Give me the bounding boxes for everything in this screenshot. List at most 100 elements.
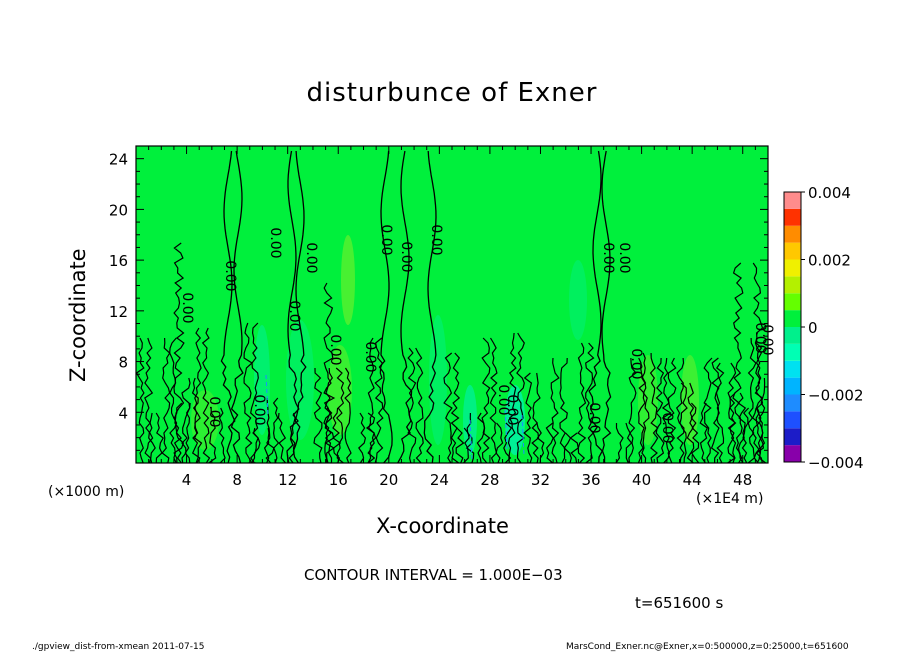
contour-line xyxy=(715,362,725,463)
contour-line xyxy=(272,397,280,463)
contour-line xyxy=(489,337,498,463)
y-axis: 4 8 12 16 20 24 xyxy=(109,151,768,451)
colorbar-swatch xyxy=(784,394,801,412)
contour-label: 0.00 xyxy=(303,242,319,273)
x-tick-label: 48 xyxy=(733,471,752,489)
colorbar-swatch xyxy=(784,428,801,446)
contour-line xyxy=(250,322,259,463)
contour-label: 0.00 xyxy=(206,396,222,427)
contour-line xyxy=(615,423,624,463)
contour-line xyxy=(136,337,145,463)
contour-line xyxy=(675,357,685,463)
contour-line xyxy=(758,377,767,463)
colorbar-label: −0.002 xyxy=(808,387,864,405)
contour-label: 0.00 xyxy=(286,300,302,331)
contour-line xyxy=(450,352,461,463)
contour-line xyxy=(148,412,156,463)
x-tick-label: 20 xyxy=(379,471,398,489)
contour-label: 0.00 xyxy=(495,384,511,415)
contour-line xyxy=(726,362,737,463)
time-label: t=651600 s xyxy=(635,594,724,612)
contour-label: 0.00 xyxy=(362,341,378,372)
contour-label: 0.00 xyxy=(378,224,394,255)
colorbar-swatch xyxy=(784,377,801,395)
contour-line xyxy=(767,382,768,384)
contour-line xyxy=(628,357,637,463)
contour-line xyxy=(155,412,164,463)
contour-line xyxy=(207,407,217,463)
contour-line xyxy=(655,357,665,463)
contour-label: 0.00 xyxy=(586,402,602,433)
contour-line xyxy=(243,322,253,463)
contour-line xyxy=(545,422,554,463)
contour-line xyxy=(661,357,672,463)
contour-line xyxy=(378,150,393,463)
contour-line xyxy=(559,357,568,463)
contour-line xyxy=(230,150,244,463)
y-tick-label: 16 xyxy=(109,252,128,270)
contour-line xyxy=(161,337,171,463)
contour-label: 0.00 xyxy=(659,412,675,443)
field-patches xyxy=(191,235,699,455)
y-tick-label: 8 xyxy=(118,354,128,372)
contour-line xyxy=(686,382,695,463)
colorbar-swatch xyxy=(784,259,801,277)
contour-line xyxy=(667,357,677,463)
contour-line xyxy=(251,427,261,463)
contour-label: 0.00 xyxy=(267,227,283,258)
contour-line xyxy=(313,367,323,463)
contour-line xyxy=(503,422,513,463)
contour-line xyxy=(495,422,504,463)
contour-line xyxy=(443,352,453,463)
contour-line xyxy=(523,372,533,463)
field-patch xyxy=(569,260,587,340)
contour-line xyxy=(531,372,541,463)
contour-line xyxy=(507,332,517,463)
contour-line xyxy=(703,357,713,463)
x-tick-label: 16 xyxy=(329,471,348,489)
contour-lines xyxy=(136,150,768,463)
contour-line xyxy=(569,432,579,463)
contour-line xyxy=(263,427,270,463)
colorbar-swatch xyxy=(784,445,801,462)
contour-label: 0.00 xyxy=(600,242,616,273)
contour-line xyxy=(415,347,424,463)
contour-line xyxy=(625,422,633,463)
field-patch xyxy=(191,390,219,450)
colorbar-swatch xyxy=(784,360,801,378)
field-patch xyxy=(328,345,352,435)
field-patch xyxy=(254,325,270,435)
colorbar-swatch xyxy=(784,276,801,294)
x-tick-label: 12 xyxy=(278,471,297,489)
contour-line xyxy=(335,367,345,463)
field-patch xyxy=(681,355,699,445)
x-tick-label: 40 xyxy=(632,471,651,489)
contour-line xyxy=(201,327,211,463)
contour-line xyxy=(732,262,744,463)
colorbar-label: −0.004 xyxy=(808,454,864,472)
x-axis: 4 8 12 16 20 24 28 32 36 40 44 48 xyxy=(148,146,756,489)
contour-line xyxy=(679,382,688,463)
contour-line xyxy=(550,357,560,463)
contour-line xyxy=(641,352,650,463)
x-tick-label: 4 xyxy=(182,471,192,489)
x-tick-label: 44 xyxy=(683,471,702,489)
contour-label: 0.00 xyxy=(504,394,520,425)
contour-label: 0.00 xyxy=(179,292,195,323)
field-patch xyxy=(429,315,447,445)
contour-line xyxy=(481,337,491,463)
contour-line xyxy=(588,150,604,463)
contour-label: 0.00 xyxy=(628,348,644,379)
contour-line xyxy=(265,397,275,463)
contour-line xyxy=(374,337,384,463)
x-axis-label: X-coordinate xyxy=(376,514,509,538)
contour-line xyxy=(465,412,475,463)
contour-line xyxy=(344,367,352,463)
contour-line xyxy=(323,282,336,463)
contour-label: 0.00 xyxy=(222,260,238,291)
x-tick-label: 8 xyxy=(232,471,242,489)
colorbar-swatch xyxy=(784,242,801,260)
colorbar-swatch xyxy=(784,343,801,361)
contour-line xyxy=(181,377,191,463)
contour-line xyxy=(423,150,437,463)
